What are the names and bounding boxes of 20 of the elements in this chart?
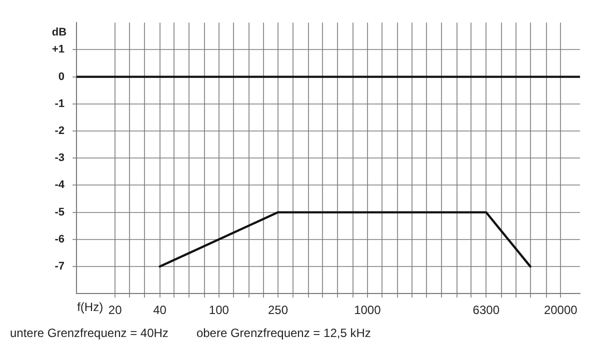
y-tick-label: 0 — [58, 70, 65, 83]
y-tick-label: -7 — [54, 260, 65, 273]
x-tick-label: 6300 — [472, 303, 500, 318]
y-tick-label: +1 — [52, 44, 65, 56]
x-tick-label: 250 — [268, 303, 288, 318]
x-tick-label: 20000 — [544, 303, 578, 318]
y-tick-label: -1 — [54, 98, 65, 110]
text: untere Grenzfrequenz = 40Hz — [10, 326, 168, 340]
text: obere Grenzfrequenz = 12,5 kHz — [196, 326, 371, 340]
y-tick-label: -6 — [54, 233, 65, 246]
y-tick-label: -5 — [54, 206, 65, 218]
x-tick-label: 20 — [108, 303, 122, 318]
x-axis-title: f(Hz) — [77, 300, 104, 314]
x-tick-label: 1000 — [354, 303, 382, 318]
x-tick-label: 40 — [153, 303, 167, 318]
y-tick-label: -4 — [54, 179, 66, 192]
y-tick-label: -3 — [54, 152, 65, 164]
y-axis-title: dB — [52, 26, 67, 39]
y-tick-label: -2 — [54, 125, 65, 138]
x-tick-label: 100 — [208, 303, 230, 318]
